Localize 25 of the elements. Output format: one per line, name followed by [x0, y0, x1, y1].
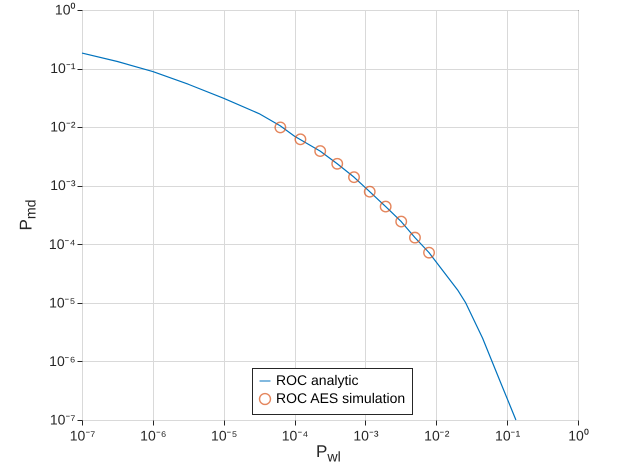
legend-label: ROC AES simulation [276, 390, 406, 406]
point [380, 200, 392, 213]
y-tick-label: 10⁻⁶ [49, 352, 76, 369]
x-tick-label: 10⁻⁵ [211, 428, 238, 444]
legend-label: ROC analytic [276, 372, 358, 388]
x-tick-label: 10⁻³ [353, 428, 379, 444]
point [314, 145, 326, 158]
point [331, 158, 344, 170]
y-tick-label: 10⁻¹ [50, 60, 76, 76]
y-tick-label: 10⁻⁷ [50, 412, 76, 428]
y-tick-label: 10⁰ [54, 2, 76, 18]
x-tick-label: 10⁰ [568, 428, 589, 444]
point [348, 171, 360, 184]
y-tick-label: 10⁻² [50, 118, 76, 135]
x-axis-title: P$_{wl}$ [316, 442, 341, 466]
x-tick-label: 10⁻⁴ [282, 428, 308, 444]
x-tick-label: 10⁻¹ [495, 428, 521, 444]
point [395, 216, 408, 228]
y-tick-label: 10⁻³ [50, 177, 76, 194]
y-tick-label: 10⁻⁴ [48, 236, 76, 252]
y-tick-label: 10⁻⁵ [49, 294, 76, 310]
point [364, 186, 376, 198]
x-tick-label: 10⁻⁷ [70, 428, 96, 444]
x-tick-label: 10⁻² [424, 428, 450, 444]
x-tick-label: 10⁻⁶ [140, 428, 167, 444]
